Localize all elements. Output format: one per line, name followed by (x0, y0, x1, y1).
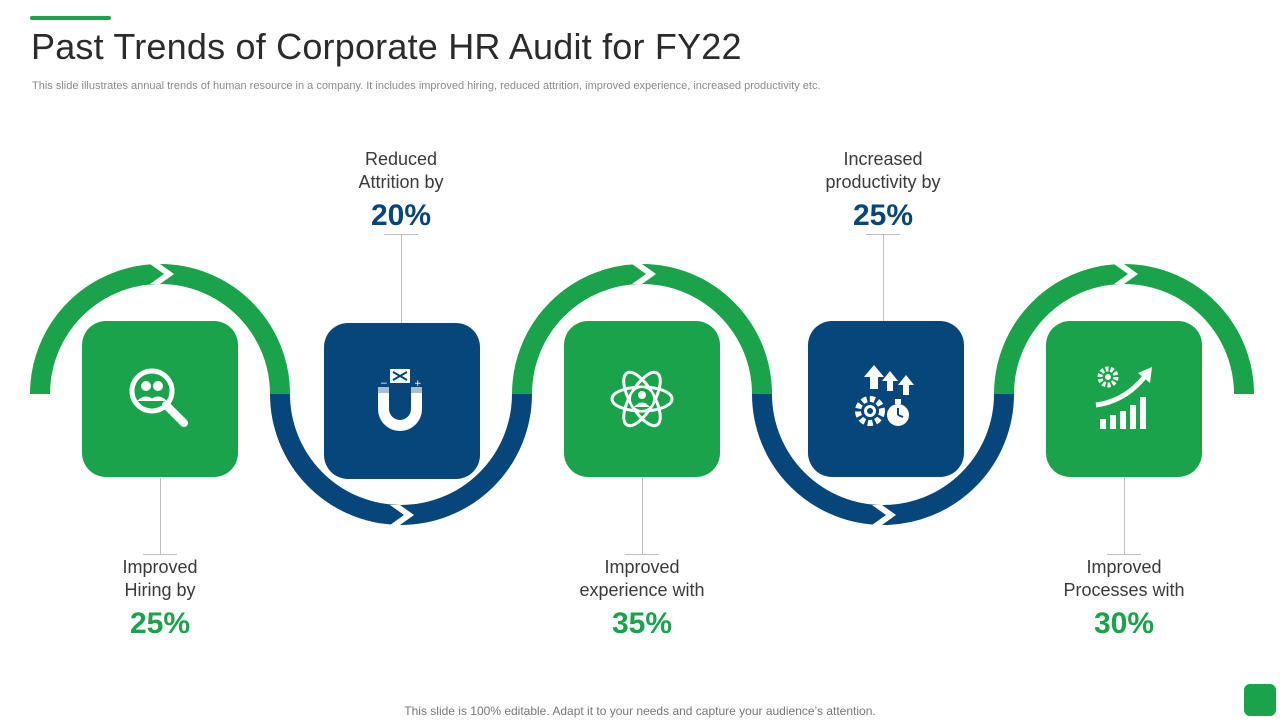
step-label-5: Improved Processes with 30% (1024, 556, 1224, 644)
step-label-4-line2: productivity by (825, 172, 941, 192)
connector-tick-1 (143, 554, 177, 555)
arc-chevron-3 (632, 264, 656, 284)
connector-tick-3 (625, 554, 659, 555)
connector-1 (160, 478, 161, 554)
growth-chart-icon (1095, 366, 1152, 429)
step-card-1[interactable] (82, 321, 238, 477)
step-label-1: Improved Hiring by 25% (60, 556, 260, 644)
step-label-3-line2: experience with (579, 580, 705, 600)
step-label-1-line2: Hiring by (124, 580, 196, 600)
step-label-1-line1: Improved (122, 557, 198, 577)
corner-badge (1244, 684, 1276, 716)
arc-bottom-2 (270, 393, 532, 525)
step-percent-2: 20% (370, 199, 432, 232)
connector-5 (1124, 478, 1125, 554)
step-percent-4: 25% (852, 199, 914, 232)
connector-3 (642, 478, 643, 554)
arc-bottom-4 (752, 393, 1014, 525)
step-label-2: Reduced Attrition by 20% (301, 148, 501, 236)
step-label-3-line1: Improved (604, 557, 680, 577)
arc-top-1 (30, 264, 290, 395)
magnet-icon: − + (378, 369, 422, 431)
arc-chevron-5 (1114, 264, 1138, 284)
slide-subtitle: This slide illustrates annual trends of … (32, 80, 821, 92)
step-label-5-line2: Processes with (1063, 580, 1185, 600)
magnifier-people-icon (129, 368, 188, 427)
step-percent-3: 35% (611, 607, 673, 640)
connector-tick-4 (866, 234, 900, 235)
svg-text:+: + (414, 379, 422, 389)
svg-text:−: − (380, 379, 388, 389)
step-percent-1: 25% (129, 607, 191, 640)
arc-chevron-2 (390, 505, 414, 525)
step-label-4-line1: Increased (843, 149, 923, 169)
step-label-3: Improved experience with 35% (542, 556, 742, 644)
slide-footer: This slide is 100% editable. Adapt it to… (404, 704, 876, 718)
step-label-2-line1: Reduced (364, 149, 438, 169)
connector-2 (401, 234, 402, 323)
arc-chevron-4 (872, 505, 896, 525)
arc-chevron-1 (150, 264, 174, 284)
connector-4 (883, 234, 884, 321)
arc-top-3 (512, 264, 772, 395)
connector-tick-5 (1107, 554, 1141, 555)
slide-title: Past Trends of Corporate HR Audit for FY… (31, 26, 742, 67)
atom-person-icon (610, 370, 674, 428)
step-card-2[interactable]: − + (324, 323, 480, 479)
gears-arrows-icon (855, 365, 914, 426)
step-card-5[interactable] (1046, 321, 1202, 477)
step-label-4: Increased productivity by 25% (783, 148, 983, 236)
step-label-5-line1: Improved (1086, 557, 1162, 577)
title-accent-bar (30, 16, 111, 20)
step-percent-5: 30% (1093, 607, 1155, 640)
step-card-4[interactable] (808, 321, 964, 477)
arc-top-5 (994, 264, 1254, 395)
connector-tick-2 (384, 234, 418, 235)
step-label-2-line2: Attrition by (358, 172, 444, 192)
step-card-3[interactable] (564, 321, 720, 477)
